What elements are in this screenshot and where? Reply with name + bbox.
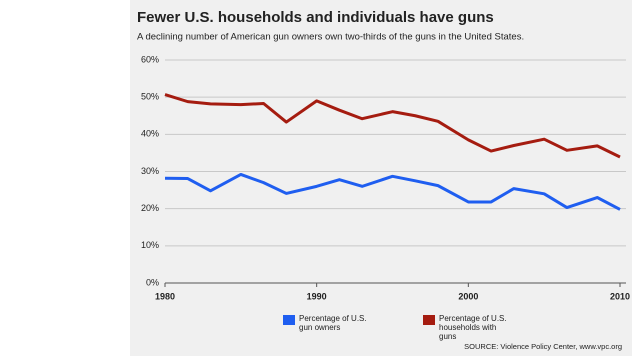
data-line bbox=[164, 93, 621, 159]
x-tick-label: 1990 bbox=[307, 291, 327, 301]
legend-label: Percentage of U.S. gun owners bbox=[299, 314, 367, 332]
y-tick-label: 30% bbox=[141, 166, 159, 176]
x-tick-label: 2010 bbox=[610, 291, 630, 301]
chart-background bbox=[130, 0, 632, 356]
x-tick-label: 1980 bbox=[155, 291, 175, 301]
chart-subtitle: A declining number of American gun owner… bbox=[137, 32, 524, 43]
y-tick-label: 50% bbox=[141, 92, 159, 102]
source-note: SOURCE: Violence Policy Center, www.vpc.… bbox=[464, 342, 622, 351]
legend-swatch bbox=[283, 315, 295, 325]
y-tick-label: 20% bbox=[141, 203, 159, 213]
y-tick-label: 10% bbox=[141, 240, 159, 250]
data-line bbox=[164, 172, 621, 211]
chart-title: Fewer U.S. households and individuals ha… bbox=[137, 9, 494, 26]
x-tick-label: 2000 bbox=[458, 291, 478, 301]
legend-swatch bbox=[423, 315, 435, 325]
legend-label: Percentage of U.S. households with guns bbox=[439, 314, 507, 341]
y-tick-label: 0% bbox=[146, 277, 159, 287]
y-tick-label: 40% bbox=[141, 129, 159, 139]
y-tick-label: 60% bbox=[141, 54, 159, 64]
